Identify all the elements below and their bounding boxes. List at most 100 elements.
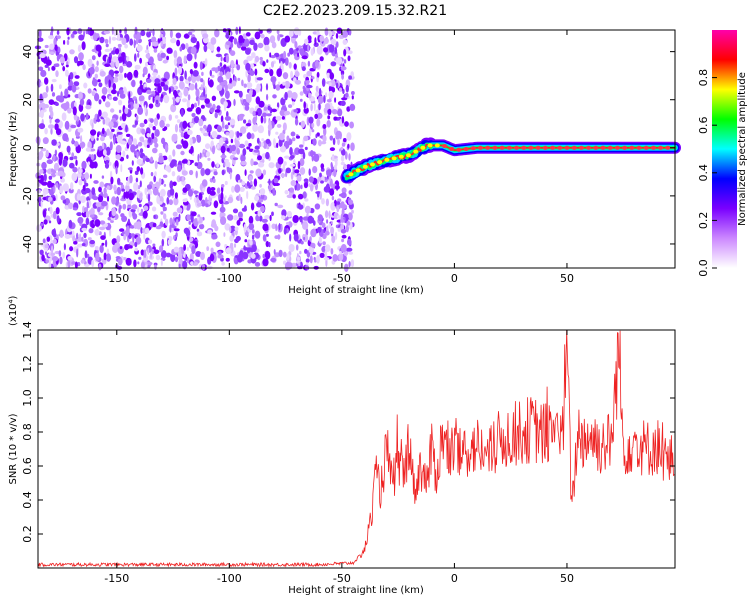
noise-blob	[284, 91, 288, 101]
noise-blob	[74, 101, 77, 109]
noise-blob	[184, 70, 187, 80]
noise-blob	[216, 46, 221, 52]
noise-blob	[56, 54, 60, 62]
noise-blob	[333, 169, 337, 178]
ridge-peak	[521, 145, 527, 150]
noise-blob	[321, 198, 325, 205]
noise-blob	[73, 155, 78, 160]
noise-blob	[152, 72, 158, 76]
noise-blob	[177, 90, 180, 94]
noise-blob	[170, 37, 177, 44]
noise-blob	[299, 91, 304, 96]
noise-blob	[99, 220, 106, 225]
noise-blob	[126, 154, 129, 159]
noise-blob	[77, 62, 80, 66]
noise-blob	[51, 139, 57, 146]
ridge-peak	[665, 145, 671, 150]
x-tick-label: -100	[217, 272, 242, 285]
noise-blob	[85, 104, 92, 110]
noise-blob	[108, 79, 111, 88]
noise-blob	[303, 135, 309, 142]
noise-blob	[299, 144, 304, 148]
noise-blob	[98, 212, 104, 216]
noise-blob	[211, 95, 217, 102]
noise-blob	[259, 183, 262, 188]
noise-blob	[165, 252, 172, 258]
noise-blob	[117, 257, 123, 266]
noise-blob	[72, 166, 78, 173]
noise-blob	[265, 233, 269, 237]
noise-blob	[319, 191, 322, 200]
noise-blob	[97, 113, 100, 123]
noise-blob	[238, 35, 244, 44]
noise-blob	[259, 56, 263, 61]
noise-blob	[172, 211, 178, 217]
noise-blob	[203, 132, 209, 137]
noise-blob	[100, 136, 105, 142]
noise-blob	[257, 155, 262, 161]
noise-blob	[147, 136, 152, 144]
noise-blob	[112, 83, 117, 91]
noise-blob	[77, 216, 84, 224]
noise-blob	[192, 152, 195, 157]
noise-blob	[215, 53, 222, 58]
noise-blob	[67, 256, 73, 261]
noise-blob	[127, 167, 133, 171]
noise-blob	[104, 63, 111, 67]
noise-blob	[127, 71, 133, 81]
noise-blob	[76, 232, 79, 240]
noise-blob	[81, 243, 86, 247]
snr-x-axis-label: Height of straight line (km)	[288, 585, 424, 596]
noise-blob	[189, 169, 194, 176]
noise-blob	[161, 137, 166, 145]
noise-blob	[50, 168, 54, 173]
noise-blob	[164, 144, 169, 153]
noise-blob	[328, 90, 334, 99]
noise-blob	[244, 169, 247, 177]
noise-blob	[308, 128, 312, 137]
noise-blob	[338, 252, 344, 261]
noise-blob	[124, 244, 129, 251]
noise-blob	[62, 251, 66, 259]
noise-blob	[332, 254, 338, 262]
noise-blob	[261, 138, 265, 142]
noise-blob	[118, 89, 124, 95]
noise-blob	[175, 232, 178, 238]
noise-blob	[231, 80, 237, 87]
noise-blob	[239, 126, 247, 134]
noise-blob	[67, 85, 73, 91]
noise-blob	[71, 33, 75, 38]
noise-blob	[197, 97, 200, 107]
noise-blob	[299, 217, 303, 223]
noise-blob	[76, 172, 83, 179]
noise-blob	[123, 233, 127, 241]
noise-blob	[139, 80, 143, 85]
noise-blob	[211, 145, 216, 155]
noise-blob	[228, 129, 235, 139]
noise-blob	[289, 187, 295, 193]
noise-blob	[169, 188, 175, 196]
noise-blob	[347, 55, 351, 62]
noise-blob	[50, 110, 54, 118]
noise-blob	[76, 212, 82, 217]
noise-blob	[146, 184, 153, 190]
noise-blob	[186, 99, 190, 109]
noise-blob	[324, 210, 329, 219]
ridge-peak	[398, 154, 404, 159]
noise-blob	[299, 98, 303, 102]
noise-blob	[342, 88, 345, 95]
x-tick-label: 50	[560, 572, 574, 585]
noise-blob	[334, 97, 337, 103]
noise-blob	[187, 189, 194, 197]
noise-blob	[118, 99, 123, 106]
noise-blob	[273, 178, 279, 184]
noise-blob	[261, 218, 268, 223]
noise-blob	[90, 129, 97, 136]
noise-blob	[271, 108, 278, 113]
noise-blob	[273, 249, 276, 255]
noise-blob	[91, 91, 95, 96]
noise-blob	[158, 155, 164, 164]
noise-blob	[127, 104, 131, 109]
noise-blob	[325, 92, 328, 98]
noise-blob	[292, 215, 299, 223]
